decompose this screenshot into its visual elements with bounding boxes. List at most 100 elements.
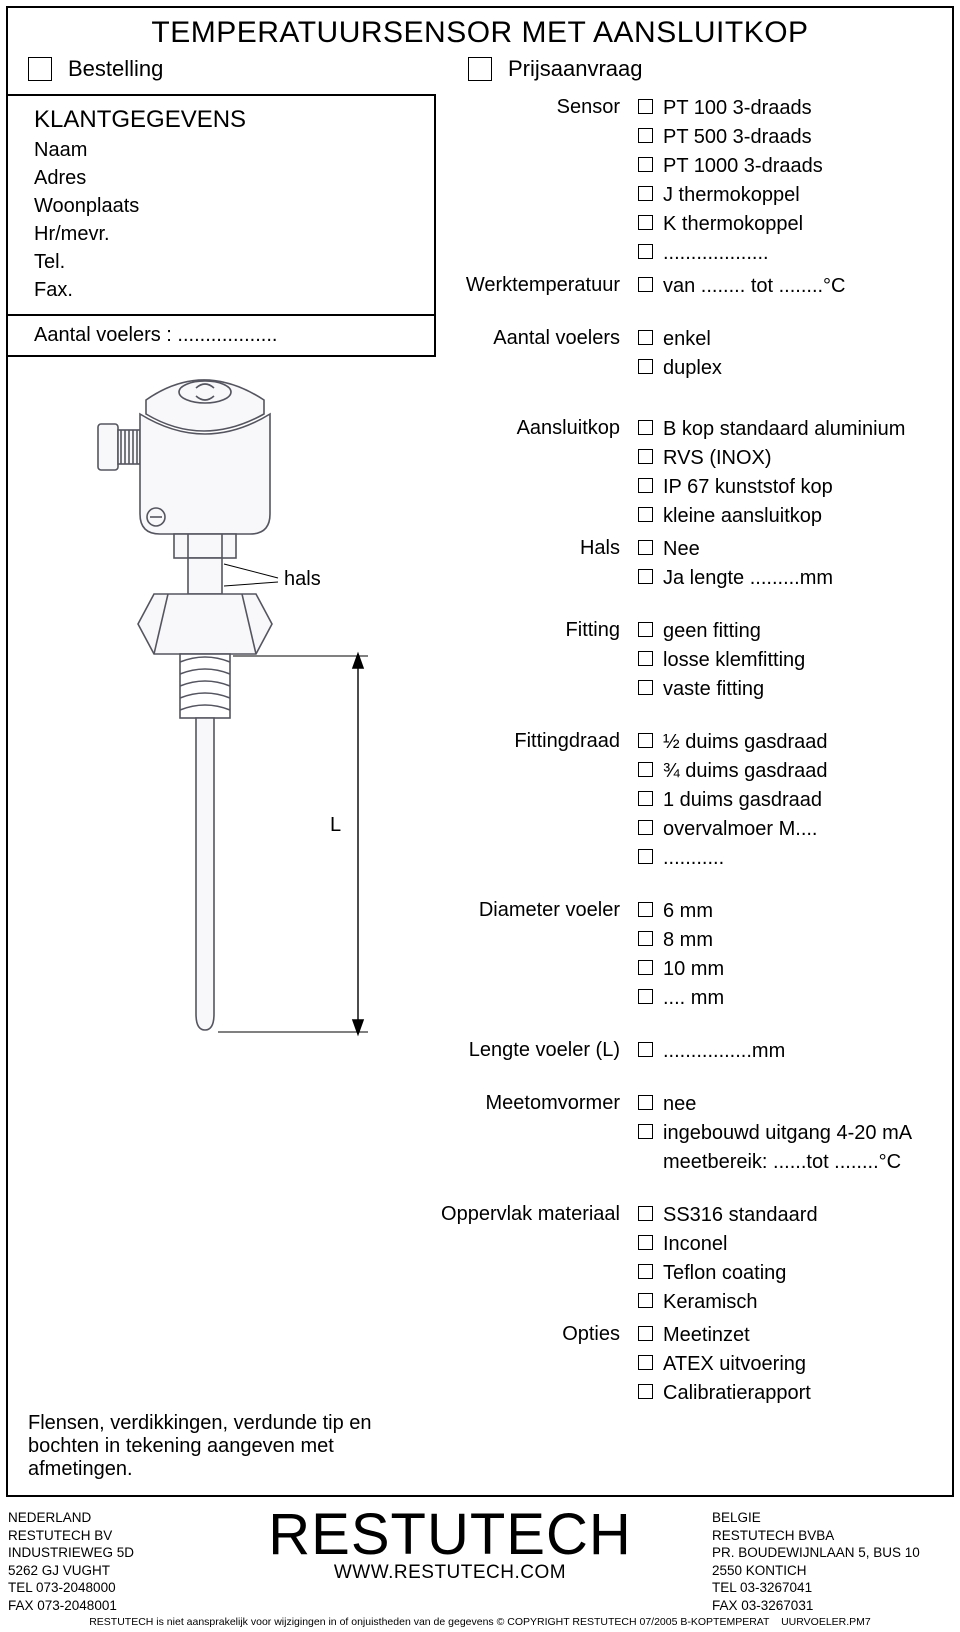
option-checkbox[interactable] xyxy=(638,449,653,464)
option-row: Ja lengte .........mm xyxy=(638,564,934,593)
spec-label: Werktemperatuur xyxy=(438,272,638,301)
option-label: Inconel xyxy=(663,1230,728,1259)
spec-row: Fittinggeen fittinglosse klemfittingvast… xyxy=(438,617,934,704)
option-checkbox[interactable] xyxy=(638,420,653,435)
option-row: van ........ tot ........°C xyxy=(638,272,934,301)
option-checkbox[interactable] xyxy=(638,733,653,748)
option-checkbox[interactable] xyxy=(638,1206,653,1221)
option-checkbox[interactable] xyxy=(638,902,653,917)
footer-line: 2550 KONTICH xyxy=(712,1562,952,1580)
option-row: ................mm xyxy=(638,1037,934,1066)
option-checkbox[interactable] xyxy=(638,1124,653,1139)
quote-label: Prijsaanvraag xyxy=(508,56,888,82)
diagram-hals-label: hals xyxy=(284,568,321,591)
spec-options: SS316 standaardInconelTeflon coatingKera… xyxy=(638,1201,934,1317)
option-row: Calibratierapport xyxy=(638,1379,934,1408)
option-checkbox[interactable] xyxy=(638,651,653,666)
footer-url: WWW.RESTUTECH.COM xyxy=(188,1561,712,1586)
diagram-l-label: L xyxy=(330,814,341,837)
spec-label: Oppervlak materiaal xyxy=(438,1201,638,1317)
option-checkbox[interactable] xyxy=(638,931,653,946)
option-checkbox[interactable] xyxy=(638,478,653,493)
option-checkbox[interactable] xyxy=(638,99,653,114)
option-label: ................mm xyxy=(663,1037,785,1066)
option-checkbox[interactable] xyxy=(638,507,653,522)
option-label: IP 67 kunststof kop xyxy=(663,473,833,502)
option-checkbox[interactable] xyxy=(638,277,653,292)
option-row: PT 1000 3-draads xyxy=(638,152,934,181)
option-row: IP 67 kunststof kop xyxy=(638,473,934,502)
option-checkbox[interactable] xyxy=(638,1326,653,1341)
option-checkbox[interactable] xyxy=(638,622,653,637)
option-row: ½ duims gasdraad xyxy=(638,728,934,757)
option-row: ¾ duims gasdraad xyxy=(638,757,934,786)
option-row: 6 mm xyxy=(638,897,934,926)
footer-center: RESTUTECH WWW.RESTUTECH.COM xyxy=(188,1509,712,1586)
option-row: vaste fitting xyxy=(638,675,934,704)
option-checkbox[interactable] xyxy=(638,1355,653,1370)
option-row: Keramisch xyxy=(638,1288,934,1317)
spec-row: Aantal voelersenkelduplex xyxy=(438,325,934,383)
footer-line: TEL 03-3267041 xyxy=(712,1579,952,1597)
spec-row: Fittingdraad½ duims gasdraad¾ duims gasd… xyxy=(438,728,934,873)
option-row: Nee xyxy=(638,535,934,564)
option-checkbox[interactable] xyxy=(638,1293,653,1308)
option-row: nee xyxy=(638,1090,934,1119)
option-row: 8 mm xyxy=(638,926,934,955)
option-checkbox[interactable] xyxy=(638,1235,653,1250)
option-checkbox[interactable] xyxy=(638,680,653,695)
option-checkbox[interactable] xyxy=(638,791,653,806)
option-row: Inconel xyxy=(638,1230,934,1259)
option-label: Ja lengte .........mm xyxy=(663,564,833,593)
customer-block: KLANTGEGEVENS NaamAdresWoonplaatsHr/mevr… xyxy=(6,94,436,357)
option-row: kleine aansluitkop xyxy=(638,502,934,531)
option-extra: meetbereik: ......tot ........°C xyxy=(638,1148,934,1177)
option-checkbox[interactable] xyxy=(638,762,653,777)
option-label: PT 500 3-draads xyxy=(663,123,812,152)
option-checkbox[interactable] xyxy=(638,989,653,1004)
option-label: PT 100 3-draads xyxy=(663,94,812,123)
option-checkbox[interactable] xyxy=(638,244,653,259)
option-checkbox[interactable] xyxy=(638,1042,653,1057)
footer-line: RESTUTECH BVBA xyxy=(712,1527,952,1545)
drawing-note: Flensen, verdikkingen, verdunde tip en b… xyxy=(8,1412,438,1495)
option-label: kleine aansluitkop xyxy=(663,502,822,531)
option-row: 10 mm xyxy=(638,955,934,984)
option-checkbox[interactable] xyxy=(638,186,653,201)
footer-line: TEL 073-2048000 xyxy=(8,1579,188,1597)
option-label: Keramisch xyxy=(663,1288,757,1317)
spec-label: Diameter voeler xyxy=(438,897,638,1013)
option-row: losse klemfitting xyxy=(638,646,934,675)
option-row: ingebouwd uitgang 4-20 mA xyxy=(638,1119,934,1148)
option-label: ingebouwd uitgang 4-20 mA xyxy=(663,1119,912,1148)
option-checkbox[interactable] xyxy=(638,849,653,864)
option-checkbox[interactable] xyxy=(638,1095,653,1110)
option-checkbox[interactable] xyxy=(638,215,653,230)
spec-options: MeetinzetATEX uitvoeringCalibratierappor… xyxy=(638,1321,934,1408)
option-checkbox[interactable] xyxy=(638,960,653,975)
spec-label: Fittingdraad xyxy=(438,728,638,873)
option-label: ................... xyxy=(663,239,769,268)
option-checkbox[interactable] xyxy=(638,128,653,143)
quote-checkbox[interactable] xyxy=(468,57,492,81)
spec-options: neeingebouwd uitgang 4-20 mAmeetbereik: … xyxy=(638,1090,934,1177)
option-row: ........... xyxy=(638,844,934,873)
option-label: ATEX uitvoering xyxy=(663,1350,806,1379)
option-checkbox[interactable] xyxy=(638,540,653,555)
order-label: Bestelling xyxy=(68,56,448,82)
order-checkbox[interactable] xyxy=(28,57,52,81)
option-checkbox[interactable] xyxy=(638,157,653,172)
option-row: K thermokoppel xyxy=(638,210,934,239)
option-checkbox[interactable] xyxy=(638,1264,653,1279)
option-label: RVS (INOX) xyxy=(663,444,772,473)
option-checkbox[interactable] xyxy=(638,359,653,374)
option-checkbox[interactable] xyxy=(638,1384,653,1399)
option-checkbox[interactable] xyxy=(638,330,653,345)
option-checkbox[interactable] xyxy=(638,820,653,835)
spec-options: enkelduplex xyxy=(638,325,934,383)
option-label: nee xyxy=(663,1090,696,1119)
spec-label: Opties xyxy=(438,1321,638,1408)
option-label: ........... xyxy=(663,844,724,873)
option-label: geen fitting xyxy=(663,617,761,646)
option-checkbox[interactable] xyxy=(638,569,653,584)
